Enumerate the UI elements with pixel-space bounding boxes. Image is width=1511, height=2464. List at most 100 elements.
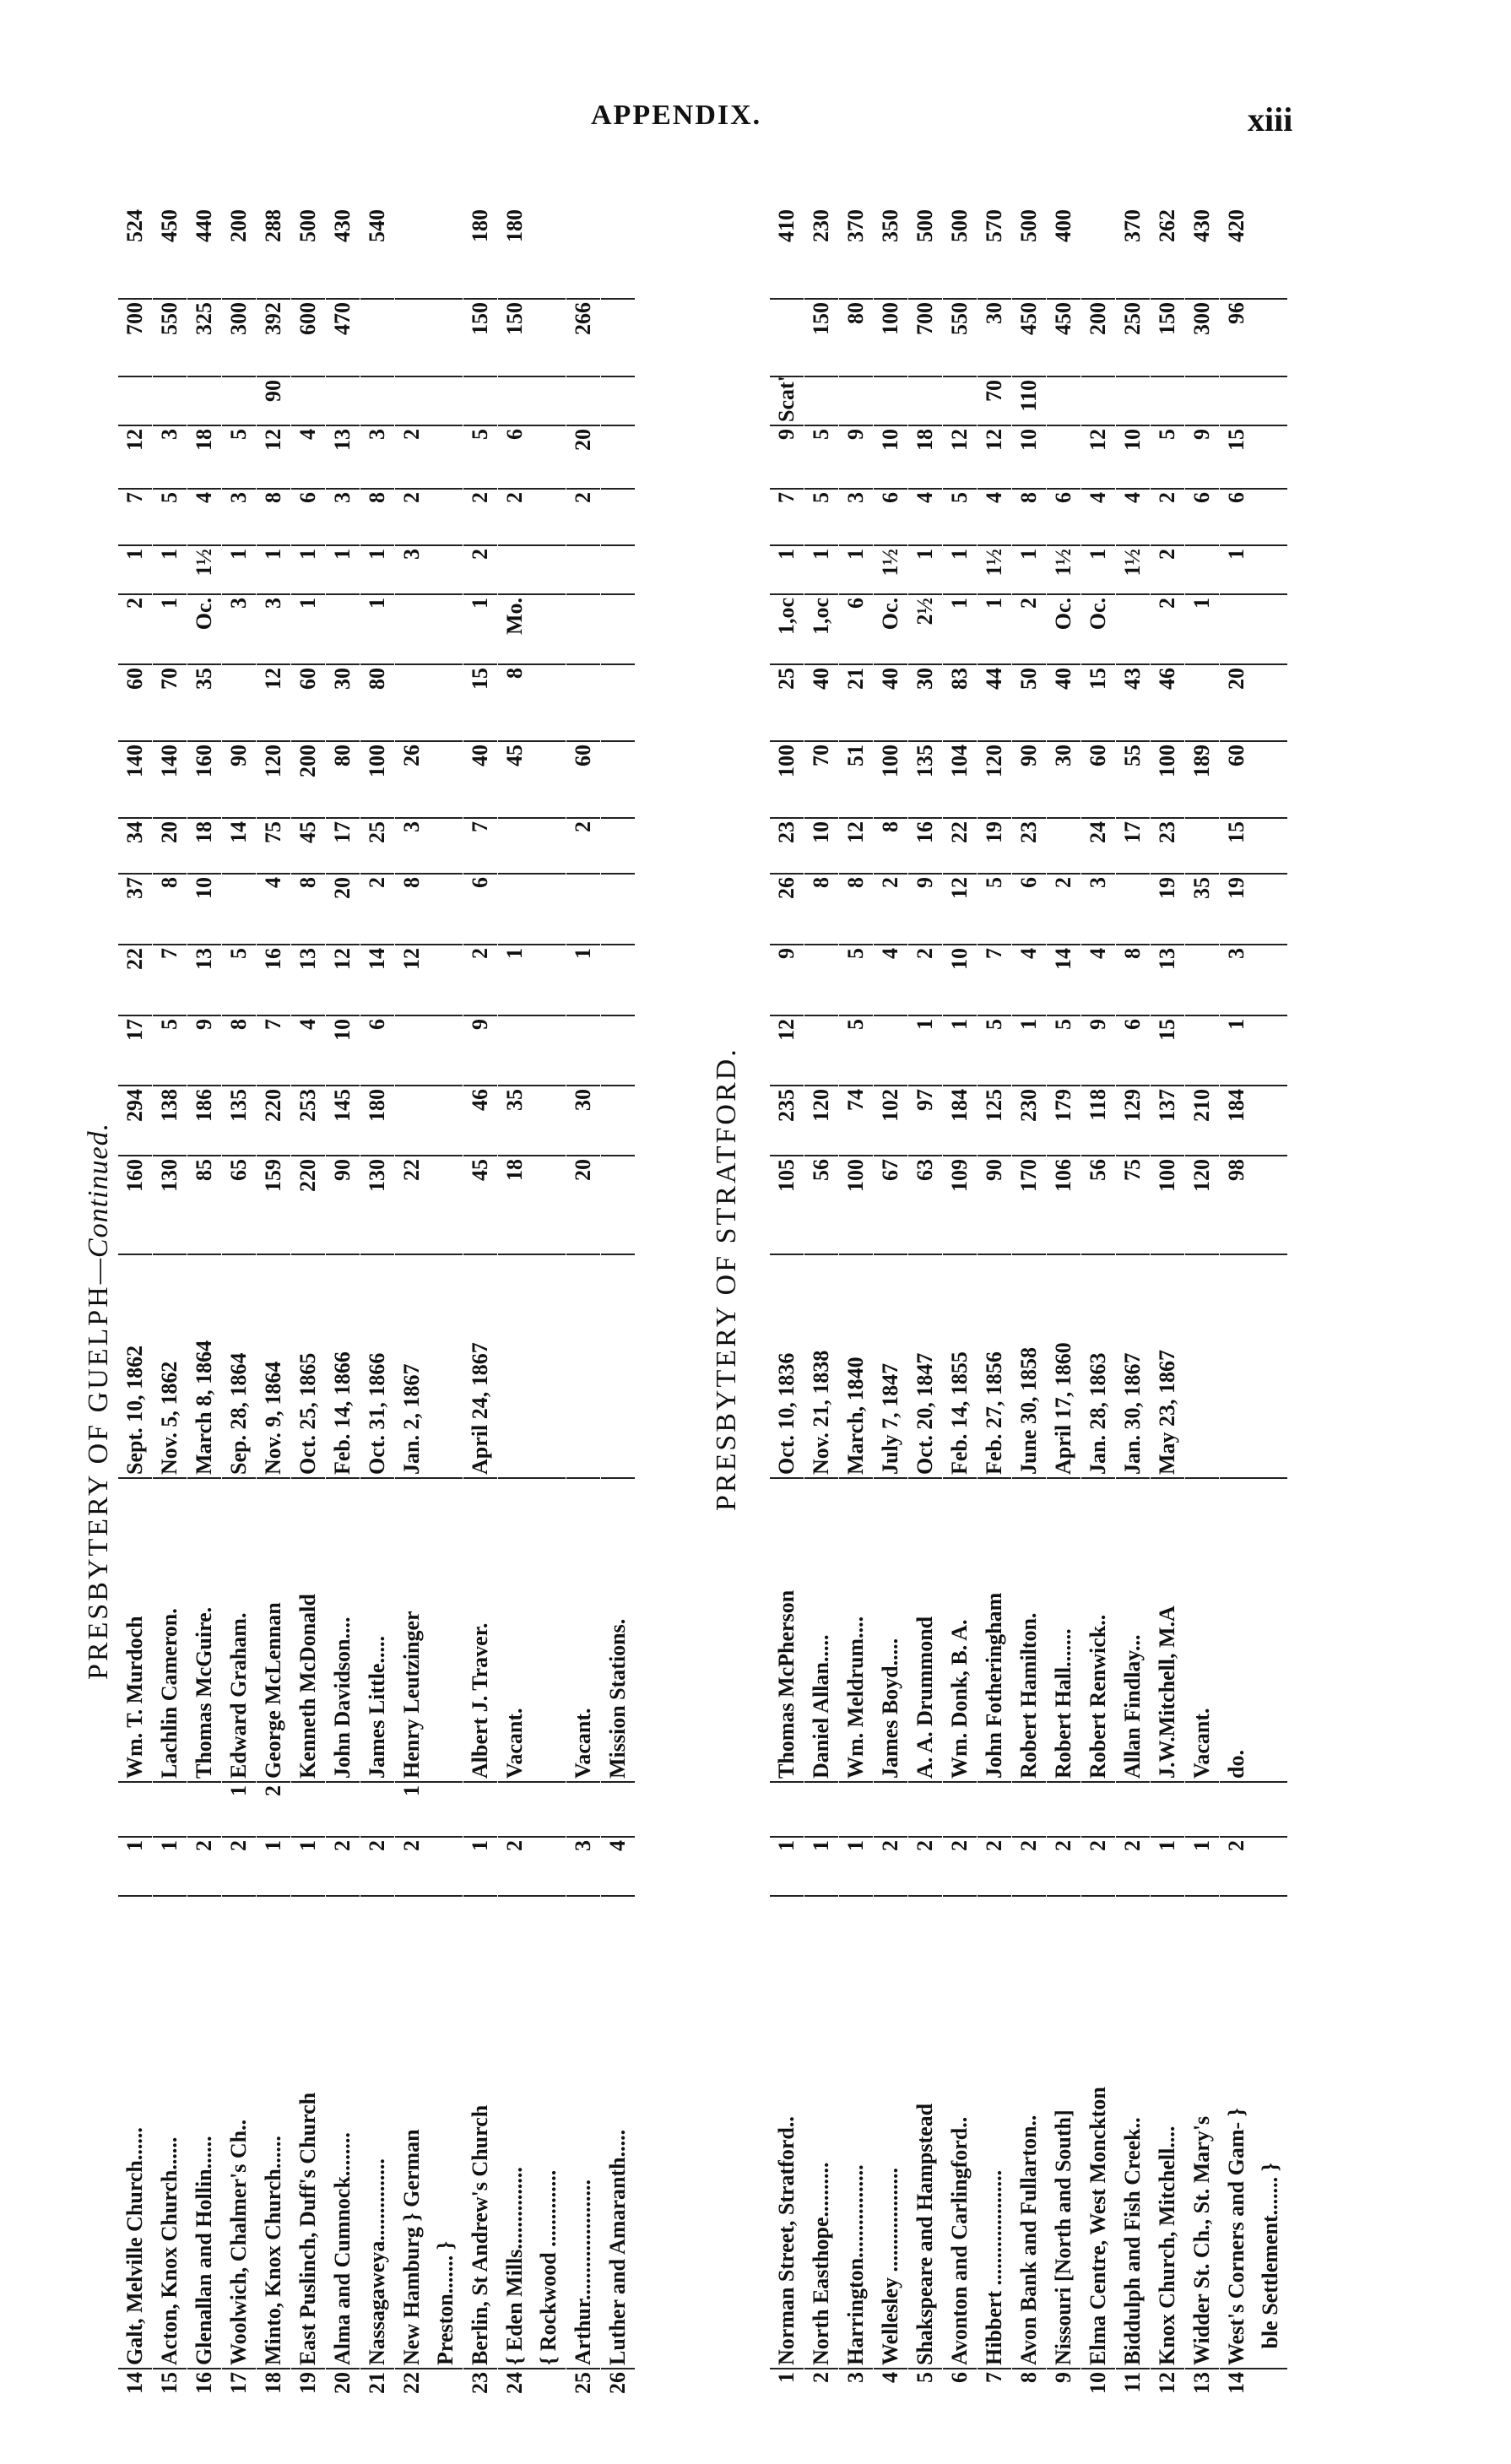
stat-col-5-cell: 2 [360,873,394,944]
stat-col-4-cell: 4 [1012,944,1046,1015]
stat-col-15-cell [395,207,463,298]
stat-col-2-cell [395,1085,463,1155]
stat-col-10-cell: 1 [222,544,256,593]
stat-col-8-cell [601,663,635,740]
stations-cell: 1 [153,1836,187,1895]
row-number-cell: 15 [153,2368,187,2414]
table-stratford: 1 Norman Street, Stratford.. 1 Thomas McPhe… [770,198,1314,2414]
stat-col-2-cell [601,1085,635,1155]
stat-col-10-cell [498,544,566,593]
stations-cell: 2 [943,1836,977,1895]
stat-col-3-cell: 9 [187,1015,221,1085]
table-row: 25 Arthur...................... 3 Vacant. 20… [566,198,601,2414]
stat-col-11-cell: 8 [1012,488,1046,544]
row-number-cell: 13 [1185,2368,1219,2414]
stat-col-2-cell: 129 [1116,1085,1150,1155]
stat-col-7-cell: 120 [978,740,1011,817]
stat-col-14-cell [601,298,635,376]
stat-col-11-cell: 6 [1185,488,1219,544]
stat-col-1-cell: 170 [1012,1155,1046,1254]
stat-col-1-cell: 120 [1185,1155,1219,1254]
stat-col-14-cell: 450 [1012,298,1046,376]
stat-col-4-cell: 22 [118,944,152,1015]
stat-col-4-cell: 2 [908,944,942,1015]
stat-col-10-cell: 1½ [1047,544,1080,593]
row-number-cell: 17 [222,2368,256,2414]
stat-col-15-cell: 500 [913,209,937,242]
stat-col-12-cell: 3 [153,425,187,488]
stat-col-14-cell: 450 [1047,298,1080,376]
stat-col-6-cell: 17 [1116,817,1150,873]
stat-col-8-cell: 60 [118,663,152,740]
induction-date-cell: Feb. 14, 1855 [943,1254,977,1477]
stat-col-10-cell [566,544,600,593]
stations-cell: 2 [978,1836,1011,1895]
stat-col-1-cell: 90 [326,1155,360,1254]
stat-col-14-cell: 96 [1220,298,1287,376]
stat-col-3-cell: 12 [770,1015,804,1085]
stat-col-7-cell: 60 [1220,740,1287,817]
running-header: APPENDIX. [591,100,762,131]
stat-col-2-cell: 125 [978,1085,1011,1155]
stat-col-12-cell: 12 [1081,425,1115,488]
stat-col-13-cell [874,376,907,425]
stat-col-13-cell [1047,376,1080,425]
stat-col-2-cell: 294 [118,1085,152,1155]
stat-col-15-cell: 500 [947,209,972,242]
stat-col-5-cell [601,873,635,944]
stat-col-10-cell: 1 [1220,544,1287,593]
stat-col-13-cell [1116,376,1150,425]
stations-cell: 2 [498,1836,566,1895]
row-number-cell: 25 [566,2368,600,2414]
stat-col-8-cell: 46 [1151,663,1184,740]
stat-col-9-cell: 1,oc [770,593,804,663]
stat-col-10-cell: 1½ [978,544,1011,593]
minister-cell: Thomas McPherson [770,1477,804,1781]
row-number-cell: 1 [770,2368,804,2414]
stat-col-8-cell: 40 [1047,663,1080,740]
stat-col-9-cell: 1 [1185,593,1219,663]
stations-cell: 2 [395,1836,463,1895]
stat-col-10-cell: 2 [463,544,497,593]
stations-cell: 2 [326,1836,360,1895]
stat-col-4-cell: 4 [1081,944,1115,1015]
stat-col-7-cell: 189 [1185,740,1219,817]
stat-col-6-cell: 17 [326,817,360,873]
congregation-cell: Woolwich, Chalmer's Ch.. [222,1895,256,2368]
stat-col-10-cell: 1 [326,544,360,593]
stat-col-6-cell: 8 [874,817,907,873]
stat-col-9-cell: 1 [291,593,325,663]
stat-col-10-cell: 2 [1151,544,1184,593]
stat-col-12-cell: 4 [291,425,325,488]
congregation-cell: New Hamburg } German Preston....... } [395,1895,463,2368]
stat-col-6-cell: 3 [395,817,463,873]
induction-date-cell: Nov. 9, 1864 [257,1254,290,1477]
stat-col-11-cell [601,488,635,544]
stat-col-1-cell: 65 [222,1155,256,1254]
stat-col-2-cell: 220 [257,1085,290,1155]
minister-cell: Albert J. Traver. [463,1477,497,1781]
stat-col-13-cell [1151,376,1184,425]
induction-date-cell: Jan. 30, 1867 [1116,1254,1150,1477]
row-number-cell: 20 [326,2368,360,2414]
table-row: 20 Alma and Cumnock........ 2 John Davidson… [326,198,360,2414]
stat-col-2-cell: 102 [874,1085,907,1155]
congregation-cell: Galt, Melville Church...... [118,1895,152,2368]
stat-col-14-cell: 550 [153,298,187,376]
stat-col-1-cell: 100 [1151,1155,1184,1254]
congregation-cell: Nissouri [North and South] [1047,1895,1080,2368]
row-number-cell: 24 [498,2368,566,2414]
stat-col-5-cell: 8 [395,873,463,944]
stat-col-13-cell: 70 [978,376,1011,425]
minister-cell: John Fotheringham [978,1477,1011,1781]
stat-col-12-cell: 2 [395,425,463,488]
table-row: 24{ Eden Mills............... { Rockwood… [498,198,566,2414]
stat-col-6-cell: 23 [1012,817,1046,873]
col-c2-cell [463,1781,497,1836]
congregation-cell: Wellesley ................... [874,1895,907,2368]
stat-col-15-cell: 410 [774,209,799,242]
stat-col-1-cell: 130 [153,1155,187,1254]
stat-col-1-cell: 98 [1220,1155,1287,1254]
stat-col-13-cell [804,376,838,425]
table-row: 14 West's Corners and Gam- } ble Settleme… [1220,198,1288,2414]
